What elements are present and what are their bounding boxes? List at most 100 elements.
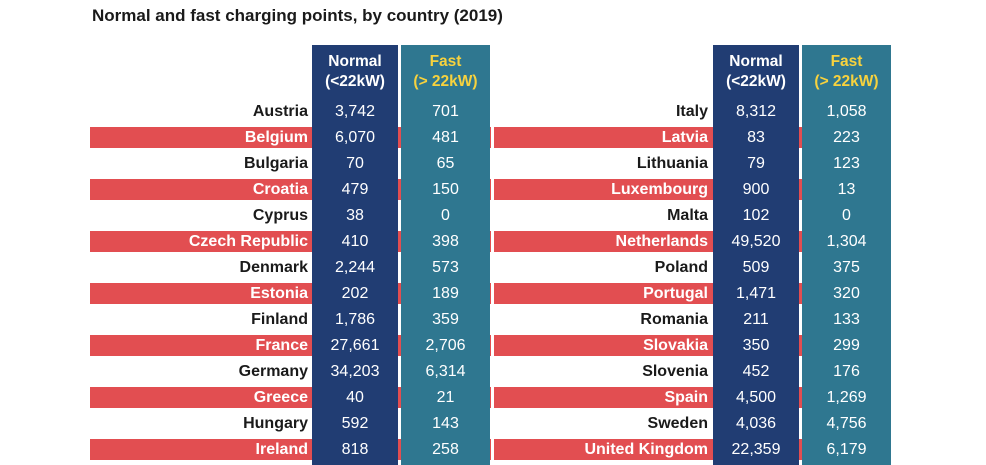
country-name: Poland [654,259,708,276]
fast-value: 0 [842,207,851,224]
table-row: Romania 211 133 [494,307,891,333]
normal-header-line2: (<22kW) [726,73,786,90]
country-name: Bulgaria [243,155,308,172]
table-row: Croatia 479 150 [90,177,491,203]
table-row: Estonia 202 189 [90,281,491,307]
fast-column-bg [802,45,891,465]
table-row: Portugal 1,471 320 [494,281,891,307]
table-row: Latvia 83 223 [494,125,891,151]
fast-column-header: Fast (> 22kW) [802,50,891,94]
table-row: Czech Republic 410 398 [90,229,491,255]
normal-value: 79 [747,155,765,172]
fast-header-line1: Fast [830,53,863,70]
fast-value: 398 [432,233,459,250]
fast-value: 258 [432,441,459,458]
fast-value: 143 [432,415,459,432]
chart-title: Normal and fast charging points, by coun… [92,6,503,25]
country-name: United Kingdom [584,441,708,458]
fast-value: 150 [432,181,459,198]
country-name: Sweden [647,415,708,432]
country-name: Spain [664,389,708,406]
normal-value: 22,359 [731,441,781,458]
fast-value: 299 [833,337,860,354]
table-row: France 27,661 2,706 [90,333,491,359]
normal-value: 49,520 [731,233,781,250]
table-row: Lithuania 79 123 [494,151,891,177]
fast-value: 4,756 [826,415,867,432]
table-row: Belgium 6,070 481 [90,125,491,151]
table-row: Poland 509 375 [494,255,891,281]
table-row: Italy 8,312 1,058 [494,99,891,125]
country-name: France [255,337,308,354]
normal-value: 38 [346,207,364,224]
normal-value: 4,500 [735,389,777,406]
country-name: Romania [640,311,708,328]
table-row: Finland 1,786 359 [90,307,491,333]
country-name: Slovenia [642,363,708,380]
normal-value: 592 [341,415,369,432]
country-name: Slovakia [643,337,708,354]
fast-value: 1,058 [826,103,867,120]
table-row: United Kingdom 22,359 6,179 [494,437,891,463]
country-name: Lithuania [636,155,708,172]
fast-value: 320 [833,285,860,302]
country-name: Portugal [643,285,708,302]
fast-value: 189 [432,285,459,302]
country-name: Italy [675,103,708,120]
country-name: Croatia [252,181,308,198]
country-name: Luxembourg [611,181,708,198]
normal-header-line1: Normal [729,53,783,70]
country-name: Ireland [255,441,308,458]
table-row: Slovakia 350 299 [494,333,891,359]
normal-value: 8,312 [735,103,777,120]
normal-value: 452 [742,363,770,380]
fast-value: 481 [432,129,459,146]
fast-value: 2,706 [425,337,466,354]
fast-value: 21 [436,389,455,406]
country-name: Czech Republic [188,233,308,250]
normal-value: 102 [742,207,770,224]
country-name: Austria [252,103,308,120]
fast-header-line2: (> 22kW) [413,73,478,90]
normal-value: 818 [341,441,369,458]
fast-column-header: Fast (> 22kW) [401,50,490,94]
table-row: Luxembourg 900 13 [494,177,891,203]
normal-value: 70 [346,155,364,172]
fast-value: 13 [837,181,856,198]
normal-value: 202 [341,285,369,302]
normal-value: 4,036 [735,415,777,432]
country-name: Estonia [250,285,308,302]
table-row: Bulgaria 70 65 [90,151,491,177]
country-name: Latvia [661,129,708,146]
table-row: Germany 34,203 6,314 [90,359,491,385]
normal-value: 3,742 [334,103,376,120]
fast-value: 1,269 [826,389,867,406]
fast-value: 6,179 [826,441,867,458]
normal-header-line1: Normal [328,53,382,70]
normal-value: 900 [742,181,770,198]
table-row: Malta 102 0 [494,203,891,229]
country-name: Greece [253,389,308,406]
normal-column-header: Normal (<22kW) [312,50,398,94]
normal-value: 509 [742,259,770,276]
normal-value: 211 [743,311,769,328]
fast-value: 375 [833,259,860,276]
table-row: Denmark 2,244 573 [90,255,491,281]
fast-value: 133 [833,311,860,328]
normal-value: 40 [346,389,364,406]
normal-column-header: Normal (<22kW) [713,50,799,94]
country-name: Finland [251,311,308,328]
fast-value: 0 [441,207,450,224]
fast-value: 1,304 [826,233,867,250]
country-name: Cyprus [252,207,308,224]
table-row: Netherlands 49,520 1,304 [494,229,891,255]
table-row: Spain 4,500 1,269 [494,385,891,411]
fast-value: 359 [432,311,459,328]
normal-value: 34,203 [330,363,380,380]
country-name: Netherlands [615,233,708,250]
table-row: Slovenia 452 176 [494,359,891,385]
normal-column-bg [713,45,799,465]
fast-column-bg [401,45,490,465]
normal-value: 1,786 [334,311,376,328]
normal-value: 6,070 [334,129,376,146]
